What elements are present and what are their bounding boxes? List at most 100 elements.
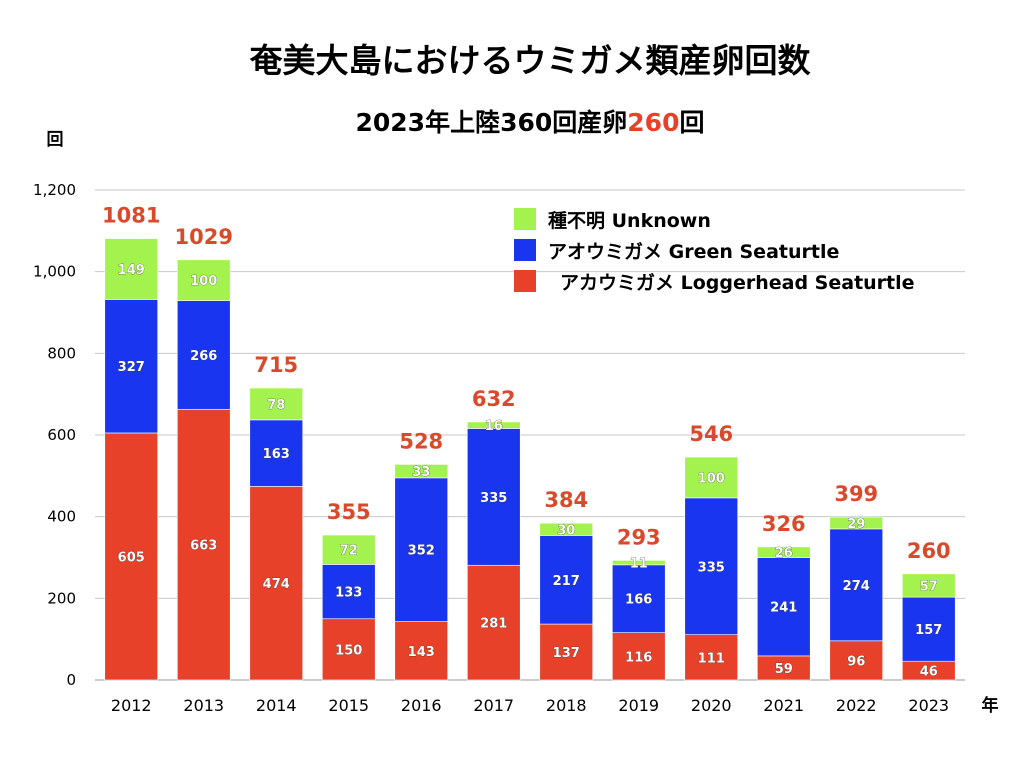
bar-segment <box>249 387 304 421</box>
bar-stack: 111 335 100 546 2020 <box>684 422 739 715</box>
bar-segment <box>176 300 231 410</box>
bar-segment <box>829 516 884 530</box>
bar-segment <box>684 456 739 499</box>
bar-segment <box>104 238 159 300</box>
y-axis-label: 回 <box>47 130 64 150</box>
segment-value-label: 96 <box>847 654 865 669</box>
segment-value-label: 72 <box>340 544 358 559</box>
bar-segment <box>684 634 739 681</box>
total-value-label: 546 <box>689 422 733 446</box>
legend: 種不明 Unknown アオウミガメ Green Seaturtle アカウミガメ … <box>514 208 915 294</box>
segment-value-label: 157 <box>915 623 942 638</box>
legend-label: アカウミガメ Loggerhead Seaturtle <box>560 272 915 294</box>
segment-value-label: 327 <box>118 360 145 375</box>
x-tick-label: 2023 <box>908 696 949 715</box>
total-value-label: 715 <box>254 353 298 377</box>
segment-value-label: 100 <box>190 274 217 289</box>
total-value-label: 384 <box>544 488 588 512</box>
segment-value-label: 335 <box>480 491 507 506</box>
bar-segment <box>829 528 884 642</box>
segment-value-label: 29 <box>847 517 865 532</box>
legend-item: アカウミガメ Loggerhead Seaturtle <box>514 270 915 294</box>
legend-item: 種不明 Unknown <box>514 208 711 232</box>
x-tick-label: 2019 <box>618 696 659 715</box>
x-tick-label: 2015 <box>328 696 369 715</box>
x-tick-label: 2014 <box>256 696 297 715</box>
bar-segment <box>901 596 956 662</box>
bar-stack: 143 352 33 528 2016 <box>394 429 449 715</box>
bar-segment <box>611 560 666 566</box>
bar-segment <box>176 408 231 681</box>
segment-value-label: 30 <box>557 523 575 538</box>
total-value-label: 1029 <box>175 225 233 249</box>
bar-stack: 605 327 149 1081 2012 <box>102 204 160 715</box>
segment-value-label: 143 <box>408 645 435 660</box>
y-tick-label: 0 <box>66 671 76 689</box>
bar-segment <box>104 432 159 681</box>
bar-segment <box>756 655 811 681</box>
x-tick-label: 2020 <box>691 696 732 715</box>
segment-value-label: 474 <box>263 577 290 592</box>
segment-value-label: 605 <box>118 550 145 565</box>
legend-label: 種不明 Unknown <box>548 210 711 232</box>
segment-value-label: 149 <box>118 263 145 278</box>
bar-segment <box>176 259 231 301</box>
legend-swatch <box>514 208 536 230</box>
bars: 6053271491081201266326610010292013474163… <box>102 204 956 715</box>
y-tick-label: 1,000 <box>33 263 76 281</box>
bar-segment <box>321 564 376 620</box>
legend-swatch <box>514 239 536 261</box>
bar-segment <box>394 477 449 622</box>
segment-value-label: 163 <box>263 447 290 462</box>
segment-value-label: 46 <box>920 665 938 680</box>
segment-value-label: 26 <box>775 546 793 561</box>
segment-value-label: 133 <box>335 586 362 601</box>
bar-segment <box>539 623 594 681</box>
y-tick-label: 1,200 <box>33 181 76 199</box>
bar-stack: 281 335 16 632 2017 <box>466 387 521 715</box>
total-value-label: 326 <box>762 512 806 536</box>
bar-stack: 663 266 100 1029 2013 <box>175 225 233 715</box>
total-value-label: 399 <box>834 482 878 506</box>
chart-title: 奄美大島におけるウミガメ類産卵回数 <box>250 41 812 80</box>
legend-swatch <box>514 270 536 292</box>
legend-item: アオウミガメ Green Seaturtle <box>514 239 839 263</box>
y-tick-label: 800 <box>47 344 76 362</box>
segment-value-label: 663 <box>190 539 217 554</box>
bar-segment <box>829 640 884 681</box>
bar-segment <box>321 534 376 565</box>
subtitle-highlight: 260 <box>627 108 679 137</box>
segment-value-label: 274 <box>843 579 870 594</box>
legend-label: アオウミガメ Green Seaturtle <box>548 241 839 263</box>
x-tick-label: 2021 <box>763 696 804 715</box>
segment-value-label: 116 <box>625 650 652 665</box>
bar-segment <box>466 564 521 681</box>
segment-value-label: 100 <box>698 471 725 486</box>
segment-value-label: 11 <box>630 557 648 572</box>
segment-value-label: 59 <box>775 662 793 677</box>
segment-value-label: 266 <box>190 349 217 364</box>
subtitle-prefix: 2023年上陸360回産卵 <box>356 108 628 137</box>
total-value-label: 260 <box>907 539 951 563</box>
bar-segment <box>249 486 304 681</box>
bar-segment <box>611 632 666 681</box>
bar-segment <box>611 564 666 633</box>
x-tick-label: 2013 <box>183 696 224 715</box>
bar-stack: 96 274 29 399 2022 <box>829 482 884 715</box>
bar-segment <box>466 421 521 429</box>
segment-value-label: 217 <box>553 574 580 589</box>
x-tick-label: 2017 <box>473 696 514 715</box>
bar-stack: 46 157 57 260 2023 <box>901 539 956 715</box>
y-tick-label: 600 <box>47 426 76 444</box>
x-tick-label: 2018 <box>546 696 587 715</box>
segment-value-label: 150 <box>335 643 362 658</box>
segment-value-label: 33 <box>412 465 430 480</box>
segment-value-label: 111 <box>698 651 725 666</box>
segment-value-label: 281 <box>480 617 507 632</box>
segment-value-label: 78 <box>267 398 285 413</box>
bar-segment <box>539 522 594 536</box>
bar-stack: 59 241 26 326 2021 <box>756 512 811 715</box>
y-tick-label: 200 <box>47 589 76 607</box>
bar-segment <box>539 535 594 625</box>
segment-value-label: 137 <box>553 646 580 661</box>
